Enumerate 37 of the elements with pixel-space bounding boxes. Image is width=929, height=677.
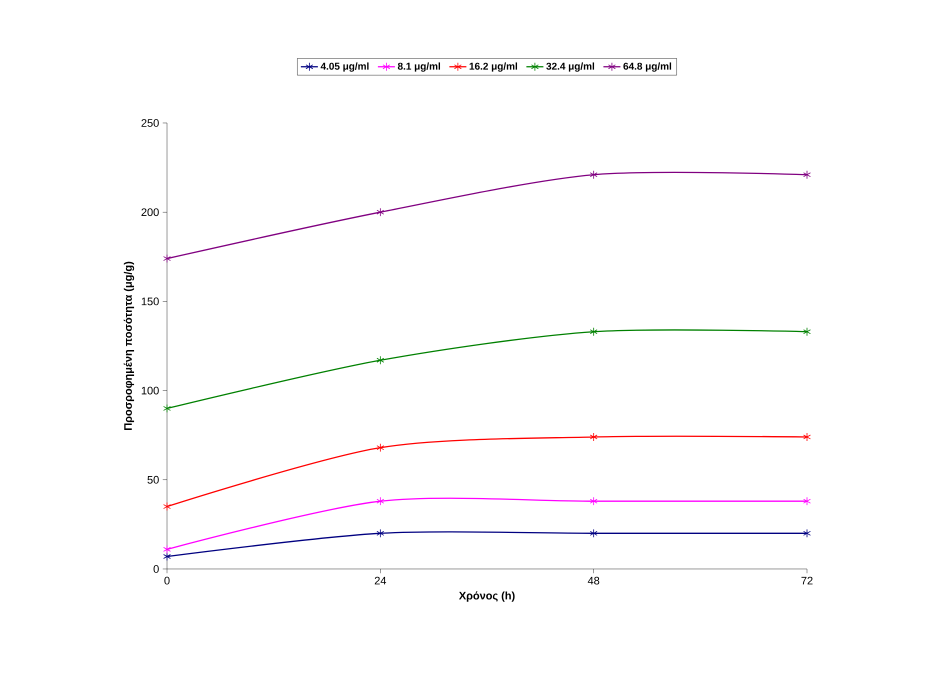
point [803,496,811,506]
y-tick-label: 100 [142,386,159,394]
x-tick-label: 72 [801,576,813,584]
x-tick-label: 24 [374,576,386,584]
y-axis-title: Προσροφημένη ποσότητα (μg/g) [124,262,134,430]
x-tick-label: 0 [164,576,170,585]
legend-label: 32.4 μg/ml [546,62,594,72]
point [376,528,384,538]
point [163,544,171,554]
point [803,170,811,180]
point [163,502,171,511]
x-tick-label: 48 [588,576,600,585]
point [803,432,811,442]
legend-label: 64.8 μg/ml [623,62,672,72]
point [376,208,384,217]
point [376,443,384,452]
point [376,496,384,506]
legend-label: 4.05 μg/ml [320,62,369,72]
y-tick-label: 0 [154,565,159,573]
point [590,170,598,180]
point [163,404,171,413]
legend-label: 16.2 μg/ml [470,62,518,72]
y-tick-label: 250 [142,119,159,127]
y-tick-label: 200 [142,208,159,216]
point [163,254,171,263]
point [590,327,598,336]
legend-label: 8.1 μg/ml [398,62,440,72]
point [803,327,811,336]
x-axis-title: Χρόνος (h) [458,591,515,602]
point [376,356,384,365]
point [163,552,171,561]
point [803,528,811,538]
y-tick-label: 150 [142,298,159,306]
y-tick-label: 50 [147,476,159,484]
point [590,432,598,442]
point [590,528,598,538]
point [590,496,598,506]
